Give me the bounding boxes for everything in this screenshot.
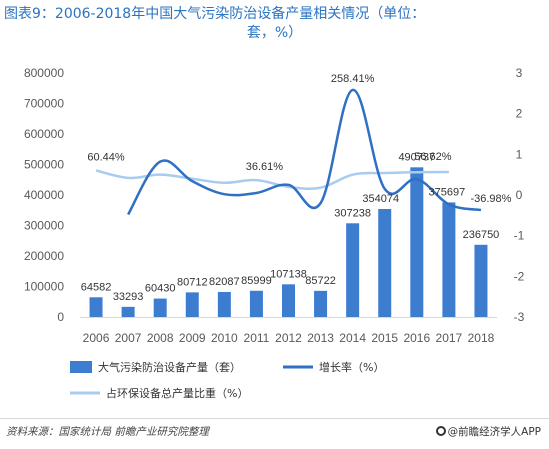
bar-value-label: 33293 xyxy=(113,291,144,303)
bar-2018 xyxy=(474,244,488,317)
bar-2017 xyxy=(442,202,456,317)
x-tick-label: 2015 xyxy=(371,331,398,345)
brand-credit: @前瞻经济学人APP xyxy=(435,424,541,439)
x-tick-label: 2014 xyxy=(339,331,366,345)
bar-2016 xyxy=(410,167,424,317)
bar-value-label: 490737 xyxy=(398,151,435,163)
chart-title-line1: 图表9：2006-2018年中国大气污染防治设备产量相关情况（单位： xyxy=(4,6,426,22)
chart-plot: 0 100000 200000 300000 400000 500000 600000 700… xyxy=(24,66,525,400)
legend-label-growth: 增长率（%） xyxy=(319,360,384,374)
left-tick-label: 200000 xyxy=(24,249,64,263)
x-axis: 2006 2007 2008 2009 2010 2011 2012 2013 2014 2015… xyxy=(83,331,495,345)
brand-logo-icon xyxy=(435,426,446,436)
bar-value-label: 64582 xyxy=(81,281,112,293)
share-line xyxy=(95,169,449,190)
legend-label-share: 占环保设备总产量比重（%） xyxy=(106,386,248,400)
right-tick-label: -3 xyxy=(514,310,525,324)
bar-value-label: 80712 xyxy=(177,276,208,288)
bar-value-label: 307238 xyxy=(334,207,371,219)
footer-divider xyxy=(0,418,549,419)
bar-value-label: 236750 xyxy=(463,229,500,241)
bar-2011 xyxy=(249,290,263,317)
x-tick-label: 2016 xyxy=(403,331,430,345)
left-tick-label: 0 xyxy=(57,310,64,324)
x-tick-label: 2011 xyxy=(244,331,270,345)
legend: 大气污染防治设备产量（套） 增长率（%） 占环保设备总产量比重（%） xyxy=(70,360,384,400)
growth-line-series xyxy=(127,88,482,216)
source-note: 资料来源：国家统计局 前瞻产业研究院整理 xyxy=(6,426,209,438)
bar-value-label: 375697 xyxy=(429,186,466,198)
bar-2015 xyxy=(378,209,392,317)
bar-series xyxy=(80,167,497,318)
right-tick-label: 1 xyxy=(516,147,523,161)
x-tick-label: 2010 xyxy=(211,331,238,345)
left-tick-label: 700000 xyxy=(24,97,64,111)
bar-value-label: 60430 xyxy=(145,283,176,295)
bar-2013 xyxy=(314,290,328,317)
share-ratio-label: 60.44% xyxy=(87,151,125,163)
x-tick-label: 2012 xyxy=(275,331,302,345)
bar-2014 xyxy=(346,223,360,317)
x-tick-label: 2017 xyxy=(436,331,463,345)
left-tick-label: 300000 xyxy=(24,219,64,233)
bar-2007 xyxy=(121,306,135,317)
left-axis: 0 100000 200000 300000 400000 500000 600000 700… xyxy=(24,66,64,324)
left-tick-label: 400000 xyxy=(24,188,64,202)
bar-value-label: 82087 xyxy=(209,276,240,288)
left-tick-label: 600000 xyxy=(24,127,64,141)
right-tick-label: -1 xyxy=(514,229,525,243)
bar-value-label: 354074 xyxy=(362,193,399,205)
legend-label-bar: 大气污染防治设备产量（套） xyxy=(98,360,241,374)
right-tick-label: 2 xyxy=(516,107,523,121)
x-tick-label: 2013 xyxy=(307,331,334,345)
left-tick-label: 100000 xyxy=(24,280,64,294)
x-tick-label: 2006 xyxy=(83,331,110,345)
bar-2010 xyxy=(217,291,231,317)
right-tick-label: 3 xyxy=(516,66,523,80)
bar-value-label: 85722 xyxy=(305,275,336,287)
right-tick-label: -2 xyxy=(514,269,525,283)
chart-title-line2: 套，%） xyxy=(246,25,303,41)
right-tick-label: 0 xyxy=(516,188,523,202)
x-tick-label: 2007 xyxy=(115,331,142,345)
right-axis: -3 -2 -1 0 1 2 3 xyxy=(514,66,525,324)
share-ratio-label: 56.62% xyxy=(414,151,452,163)
growth-rate-label: -36.98% xyxy=(470,193,511,205)
growth-rate-label: 258.41% xyxy=(331,73,375,85)
left-tick-label: 800000 xyxy=(24,66,64,80)
x-tick-label: 2018 xyxy=(468,331,495,345)
x-tick-label: 2008 xyxy=(147,331,174,345)
share-line-series xyxy=(95,169,449,190)
bar-2006 xyxy=(89,297,103,317)
bar-value-label: 85999 xyxy=(241,275,272,287)
bar-2009 xyxy=(185,292,199,317)
bar-2008 xyxy=(153,298,167,317)
bar-value-label: 107138 xyxy=(270,268,307,280)
left-tick-label: 500000 xyxy=(24,158,64,172)
legend-swatch-bar xyxy=(70,361,92,373)
brand-text: @前瞻经济学人APP xyxy=(447,426,541,438)
bar-2012 xyxy=(282,284,295,317)
x-tick-label: 2009 xyxy=(179,331,206,345)
growth-line xyxy=(127,88,482,216)
share-ratio-label: 36.61% xyxy=(246,161,284,173)
